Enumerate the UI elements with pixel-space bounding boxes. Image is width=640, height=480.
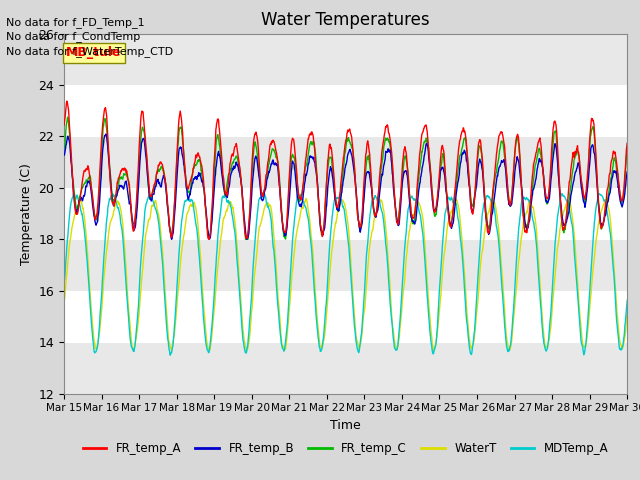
Bar [64,136,627,188]
Y-axis label: Temperature (C): Temperature (C) [20,163,33,264]
Bar [64,240,627,291]
Bar [64,34,627,85]
Text: No data for f_FD_Temp_1: No data for f_FD_Temp_1 [6,17,145,28]
Bar [64,342,627,394]
Text: No data for f_WaterTemp_CTD: No data for f_WaterTemp_CTD [6,46,173,57]
Legend: FR_temp_A, FR_temp_B, FR_temp_C, WaterT, MDTemp_A: FR_temp_A, FR_temp_B, FR_temp_C, WaterT,… [78,437,613,460]
Text: MB_tule: MB_tule [66,47,122,60]
Title: Water Temperatures: Water Temperatures [261,11,430,29]
X-axis label: Time: Time [330,419,361,432]
Text: No data for f_CondTemp: No data for f_CondTemp [6,31,141,42]
